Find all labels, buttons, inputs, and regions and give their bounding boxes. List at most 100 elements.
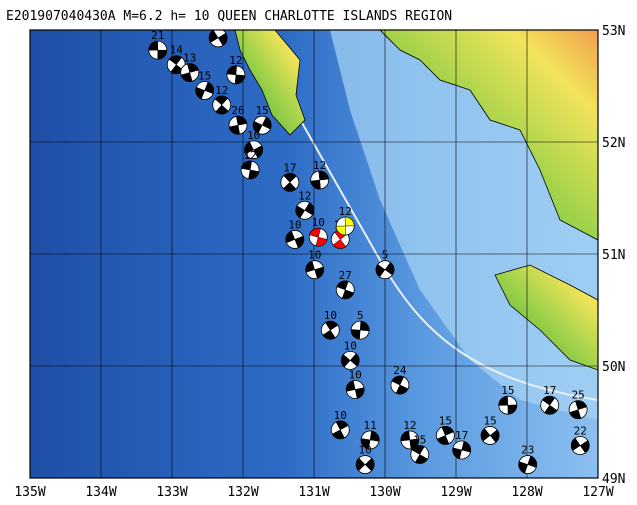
depth-label: 10 (344, 339, 357, 352)
beachball (252, 115, 272, 135)
depth-label: 21 (151, 29, 164, 42)
beachball (498, 395, 518, 415)
depth-label: 24 (393, 364, 407, 377)
lon-label: 133W (156, 485, 187, 500)
compression-quadrant (180, 63, 199, 82)
compression-quadrant (305, 260, 324, 279)
depth-label: 10 (308, 249, 321, 262)
compression-quadrant (336, 280, 355, 300)
lon-label: 131W (298, 485, 329, 500)
compression-quadrant (285, 230, 305, 249)
beachball (212, 95, 232, 115)
compression-quadrant (569, 400, 588, 419)
compression-quadrant (148, 40, 168, 60)
beachball (244, 140, 264, 160)
depth-label: 15 (413, 433, 426, 446)
beachball (335, 280, 355, 300)
beachball (335, 216, 355, 236)
compression-quadrant (282, 173, 297, 192)
depth-label: 13 (183, 52, 196, 65)
beachball (228, 115, 248, 135)
compression-quadrant (436, 426, 454, 445)
compression-quadrant (400, 430, 420, 450)
compression-quadrant (322, 320, 339, 340)
compression-quadrant (518, 455, 537, 474)
beachball (280, 172, 300, 192)
depth-label: 10 (324, 309, 337, 322)
beachball (308, 227, 328, 247)
beachball (355, 455, 375, 474)
mainland (379, 30, 598, 241)
beachball (400, 430, 420, 450)
compression-quadrant (498, 395, 518, 415)
beachball (350, 320, 370, 340)
beachball (375, 260, 395, 280)
compression-quadrant (541, 395, 558, 415)
depth-label: 27 (339, 269, 352, 282)
depth-label: 15 (439, 414, 452, 427)
compression-quadrant (331, 420, 349, 440)
compression-quadrant (335, 216, 355, 236)
depth-label: 12 (298, 189, 311, 202)
depth-label: 10 (334, 409, 347, 422)
lon-label: 130W (369, 485, 400, 500)
compression-quadrant (310, 170, 329, 190)
depth-label: 15 (501, 384, 514, 397)
beachball (208, 30, 228, 48)
lon-label: 132W (227, 485, 258, 500)
depth-label: 10 (312, 216, 325, 229)
lat-label: 51N (602, 248, 625, 263)
depth-label: 25 (571, 389, 584, 402)
beachball (226, 65, 246, 85)
beachball (305, 260, 325, 280)
lat-label: 52N (602, 136, 625, 151)
compression-quadrant (226, 65, 246, 85)
depth-label: 12 (229, 54, 242, 67)
beachball (345, 380, 365, 399)
depth-label: 22 (574, 425, 587, 438)
beachball (480, 426, 500, 445)
lon-label: 129W (440, 485, 471, 500)
beachball (540, 395, 560, 415)
compression-quadrant (295, 202, 315, 219)
depth-label: 12 (243, 149, 256, 162)
lon-label: 128W (511, 485, 542, 500)
depth-label: 10 (358, 444, 371, 457)
compression-quadrant (340, 353, 360, 368)
compression-quadrant (452, 440, 471, 460)
lon-label: 127W (582, 485, 613, 500)
vancouver-island (494, 264, 598, 371)
beachball (180, 63, 200, 82)
lon-label: 134W (85, 485, 116, 500)
depth-label: 23 (521, 444, 534, 457)
compression-quadrant (240, 160, 260, 180)
depth-label: 15 (198, 69, 211, 82)
beachball (452, 440, 472, 460)
compression-quadrant (214, 95, 229, 115)
depth-label: 26 (231, 104, 244, 117)
map-title: E201907040430A M=6.2 h= 10 QUEEN CHARLOT… (6, 9, 452, 24)
lat-label: 50N (602, 360, 625, 375)
compression-quadrant (350, 320, 370, 340)
depth-label: 17 (543, 384, 556, 397)
depth-label: 14 (170, 44, 184, 57)
beachball (340, 350, 360, 370)
beachball (570, 436, 590, 455)
lon-label: 135W (14, 485, 45, 500)
map-area: 2114131520121226151012171212101010125102… (30, 29, 598, 478)
depth-label: 5 (357, 309, 364, 322)
compression-quadrant (355, 457, 375, 472)
beachball (390, 375, 410, 395)
compression-quadrant (375, 262, 395, 278)
compression-quadrant (309, 227, 328, 247)
beachball (240, 160, 260, 180)
depth-label: 15 (483, 414, 496, 427)
depth-label: 15 (256, 104, 269, 117)
depth-label: 5 (382, 249, 389, 262)
depth-label: 11 (363, 419, 376, 432)
depth-label: 12 (403, 419, 416, 432)
map-frame (29, 29, 599, 479)
beachball (310, 170, 330, 190)
depth-label: 12 (339, 205, 352, 218)
